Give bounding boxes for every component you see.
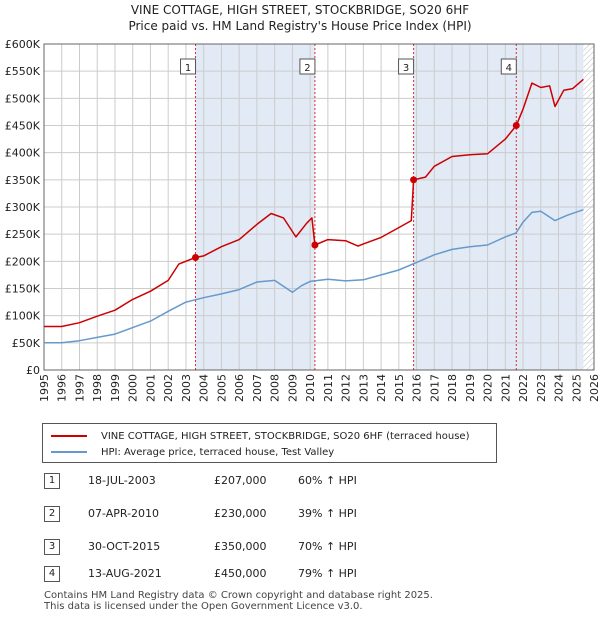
title-line-2: Price paid vs. HM Land Registry's House … — [128, 19, 472, 33]
sale-number-box — [299, 58, 316, 75]
sale-date: 18-JUL-2003 — [88, 474, 156, 487]
sale-date: 30-OCT-2015 — [88, 540, 161, 553]
y-tick-label: £50K — [12, 337, 41, 350]
x-tick-label: 2012 — [340, 374, 353, 402]
sale-number-box — [500, 58, 517, 75]
sale-price: £450,000 — [214, 567, 267, 580]
y-tick-label: £150K — [5, 283, 41, 296]
footer-licence: This data is licensed under the Open Gov… — [44, 601, 363, 612]
y-tick-label: £600K — [5, 38, 41, 51]
footer-copyright: Contains HM Land Registry data © Crown c… — [44, 590, 433, 601]
y-tick-label: £300K — [5, 201, 41, 214]
x-tick-label: 2006 — [233, 374, 246, 402]
title-line-1: VINE COTTAGE, HIGH STREET, STOCKBRIDGE, … — [130, 3, 470, 17]
x-tick-label: 2024 — [553, 374, 566, 402]
sale-date: 07-APR-2010 — [88, 507, 160, 520]
x-tick-label: 2003 — [180, 374, 193, 402]
x-tick-label: 2017 — [428, 374, 441, 402]
sale-price: £230,000 — [214, 507, 267, 520]
table-row: 1 18-JUL-2003 £207,000 60% ↑ HPI — [44, 473, 464, 489]
x-tick-label: 2014 — [375, 374, 388, 402]
y-tick-label: £0 — [26, 364, 40, 377]
y-tick-label: £200K — [5, 255, 41, 268]
y-tick-label: £250K — [5, 228, 41, 241]
legend-item-property: VINE COTTAGE, HIGH STREET, STOCKBRIDGE, … — [51, 429, 469, 443]
x-tick-label: 2016 — [411, 374, 424, 402]
x-tick-label: 2001 — [144, 374, 157, 402]
sale-number: 1 — [44, 473, 60, 489]
x-tick-label: 1997 — [73, 374, 86, 402]
x-tick-label: 2005 — [215, 374, 228, 402]
sale-number-label: 1 — [185, 63, 191, 74]
price-chart: £0 £50K £100K £150K £200K £250K £300K £350K £400… — [5, 38, 600, 402]
x-tick-label: 1995 — [38, 374, 51, 402]
sale-hpi-change: 60% ↑ HPI — [298, 474, 357, 487]
x-tick-label: 2018 — [446, 374, 459, 402]
sale-number-box — [398, 58, 415, 75]
legend-item-hpi: HPI: Average price, terraced house, Test… — [51, 445, 334, 459]
x-tick-label: 2026 — [588, 374, 600, 402]
sale-hpi-change: 39% ↑ HPI — [298, 507, 357, 520]
chart-title: VINE COTTAGE, HIGH STREET, STOCKBRIDGE, … — [0, 2, 600, 34]
x-tick-label: 2009 — [286, 374, 299, 402]
x-tick-label: 2021 — [499, 374, 512, 402]
legend-swatch-property — [51, 435, 87, 437]
sale-price: £350,000 — [214, 540, 267, 553]
x-tick-label: 2004 — [198, 374, 211, 402]
legend-label-hpi: HPI: Average price, terraced house, Test… — [101, 446, 335, 458]
x-tick-label: 1998 — [91, 374, 104, 402]
x-tick-label: 2019 — [464, 374, 477, 402]
legend-label-property: VINE COTTAGE, HIGH STREET, STOCKBRIDGE, … — [101, 430, 470, 442]
sale-hpi-change: 79% ↑ HPI — [298, 567, 357, 580]
hpi-line — [44, 208, 584, 344]
sale-number: 4 — [44, 566, 60, 582]
x-tick-label: 2007 — [251, 374, 264, 402]
y-tick-label: £450K — [5, 120, 41, 133]
sale-date: 13-AUG-2021 — [88, 567, 162, 580]
x-tick-label: 2015 — [393, 374, 406, 402]
x-tick-label: 2023 — [535, 374, 548, 402]
y-tick-label: £350K — [5, 174, 41, 187]
table-row: 3 30-OCT-2015 £350,000 70% ↑ HPI — [44, 539, 464, 555]
x-tick-label: 2002 — [162, 374, 175, 402]
sale-number: 2 — [44, 506, 60, 522]
y-tick-label: £100K — [5, 310, 41, 323]
x-tick-label: 2022 — [517, 374, 530, 402]
table-row: 2 07-APR-2010 £230,000 39% ↑ HPI — [44, 506, 464, 522]
y-tick-label: £500K — [5, 92, 41, 105]
x-tick-label: 2000 — [127, 374, 140, 402]
sale-number-box — [180, 58, 197, 75]
x-tick-label: 2008 — [269, 374, 282, 402]
sale-number: 3 — [44, 539, 60, 555]
x-tick-label: 2020 — [482, 374, 495, 402]
property-price-line — [44, 78, 584, 328]
sale-point — [410, 176, 418, 184]
chart-legend: VINE COTTAGE, HIGH STREET, STOCKBRIDGE, … — [42, 423, 497, 463]
y-tick-label: £550K — [5, 65, 41, 78]
y-tick-label: £400K — [5, 147, 41, 160]
sale-number-label: 2 — [304, 63, 310, 74]
sale-point — [192, 254, 200, 262]
sale-hpi-change: 70% ↑ HPI — [298, 540, 357, 553]
x-tick-label: 2010 — [304, 374, 317, 402]
table-row: 4 13-AUG-2021 £450,000 79% ↑ HPI — [44, 566, 464, 582]
sale-price: £207,000 — [214, 474, 267, 487]
plot-border — [43, 43, 595, 371]
x-tick-label: 1999 — [109, 374, 122, 402]
x-tick-label: 1996 — [56, 374, 69, 402]
x-tick-label: 2025 — [570, 374, 583, 402]
sale-point — [512, 122, 520, 129]
x-tick-label: 2011 — [322, 374, 335, 402]
sale-point — [311, 241, 319, 249]
legend-swatch-hpi — [51, 451, 87, 453]
sale-number-label: 3 — [403, 63, 409, 74]
x-tick-label: 2013 — [357, 374, 370, 402]
sale-number-label: 4 — [506, 63, 512, 74]
footer: Contains HM Land Registry data © Crown c… — [44, 590, 433, 612]
